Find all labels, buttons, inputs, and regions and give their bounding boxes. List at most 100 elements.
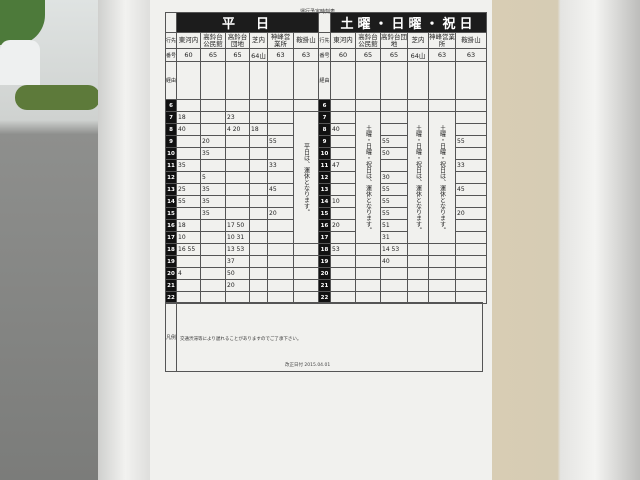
- hour-label: 15: [318, 207, 331, 220]
- hour-label: 12: [318, 171, 331, 184]
- time-cell: [407, 255, 429, 268]
- time-cell: 55: [380, 195, 408, 208]
- time-cell: 50: [225, 267, 250, 280]
- time-cell: 10: [176, 231, 201, 244]
- via-stops: [407, 61, 429, 100]
- corner-cell: [318, 12, 331, 33]
- time-cell: [407, 267, 429, 280]
- time-cell: [454, 219, 488, 232]
- time-cell: 33: [267, 159, 294, 172]
- hour-row: 14 10 55: [318, 195, 488, 208]
- time-cell: 23: [225, 111, 250, 124]
- hour-label: 7: [318, 111, 331, 124]
- route-name: 鞍掛山: [454, 32, 488, 49]
- route-number: 63: [292, 48, 320, 62]
- via-stops: [267, 61, 294, 100]
- via-stops: [454, 61, 488, 100]
- time-cell: 53: [330, 243, 356, 256]
- time-cell: [200, 99, 226, 112]
- time-cell: 37: [225, 255, 250, 268]
- time-cell: [330, 231, 356, 244]
- time-cell: [330, 171, 356, 184]
- time-cell: [249, 243, 268, 256]
- time-cell: [380, 279, 408, 292]
- time-cell: [176, 171, 201, 184]
- hour-label: 21: [165, 279, 177, 292]
- time-cell: [267, 195, 294, 208]
- hour-row: 7 土曜・日曜・祝日は、運休となります。 土曜・日曜・祝日は、運休となります。 土曜・…: [318, 111, 488, 244]
- time-cell: [380, 111, 408, 124]
- corner-cell: [165, 12, 177, 33]
- time-cell: 20: [225, 279, 250, 292]
- via-stops: [225, 61, 250, 100]
- hour-row: 18 16 55 13 53: [165, 243, 320, 256]
- time-cell: [200, 111, 226, 124]
- time-cell: [200, 243, 226, 256]
- time-cell: 20: [200, 135, 226, 148]
- destination-label: 行先: [318, 32, 331, 49]
- hour-row: 12 5: [165, 171, 319, 184]
- via-stops: [428, 61, 456, 100]
- route-number: 65: [225, 48, 250, 62]
- time-cell: 20: [330, 219, 356, 232]
- time-cell: 55: [380, 207, 408, 220]
- time-cell: [454, 267, 488, 280]
- time-cell: [454, 255, 488, 268]
- time-cell: [176, 207, 201, 220]
- time-cell: [454, 123, 488, 136]
- hour-row: 6: [318, 99, 488, 112]
- time-cell: [200, 159, 226, 172]
- hour-row: 19 40: [318, 255, 488, 268]
- hour-row: 20 4 50: [165, 267, 320, 280]
- time-cell: 13 53: [225, 243, 250, 256]
- hour-row: 9 20 55: [165, 135, 319, 148]
- time-cell: [454, 171, 488, 184]
- hour-label: 17: [165, 231, 177, 244]
- hour-label: 14: [165, 195, 177, 208]
- hour-row: 10 35: [165, 147, 319, 160]
- time-cell: [176, 255, 201, 268]
- time-cell: [249, 195, 268, 208]
- hour-row: 8 40: [318, 123, 488, 136]
- time-cell: 40: [176, 123, 201, 136]
- hour-row: 9 55 55: [318, 135, 488, 148]
- time-cell: [249, 111, 268, 124]
- time-cell: 35: [200, 147, 226, 160]
- time-cell: [330, 111, 356, 124]
- number-label: 番号: [318, 48, 331, 62]
- via-stops: [380, 61, 408, 100]
- suspended-notice: 土曜・日曜・祝日は、運休となります。: [407, 111, 429, 244]
- hour-label: 13: [318, 183, 331, 196]
- route-number: 64山: [407, 48, 429, 62]
- hour-label: 16: [318, 219, 331, 232]
- hour-label: 9: [318, 135, 331, 148]
- sign-frame-right: [490, 0, 640, 480]
- time-cell: 20: [267, 207, 294, 220]
- time-cell: [249, 207, 268, 220]
- hour-row: 13 55 45: [318, 183, 488, 196]
- time-cell: 35: [176, 159, 201, 172]
- hour-label: 19: [165, 255, 177, 268]
- time-cell: [249, 171, 268, 184]
- suspended-notice: 土曜・日曜・祝日は、運休となります。: [355, 111, 381, 244]
- time-cell: [267, 231, 294, 244]
- route-number: 65: [380, 48, 408, 62]
- time-cell: [225, 171, 250, 184]
- destination-label: 行先: [165, 32, 177, 49]
- hour-row: 12 30: [318, 171, 488, 184]
- flower-bed: [15, 85, 100, 110]
- time-cell: [330, 255, 356, 268]
- time-cell: [330, 267, 356, 280]
- time-cell: [454, 99, 488, 112]
- time-cell: [292, 267, 320, 280]
- hour-label: 19: [318, 255, 331, 268]
- time-cell: [267, 255, 294, 268]
- time-cell: 18: [249, 123, 268, 136]
- revision-footer: 改正日付 2015.04.01: [285, 363, 331, 368]
- weekday-timetable: 平 日行先 東河内 高鈴台公民館 高鈴台団地 芝内 神峰営業所 鞍掛山 番号 60 65 65 64山…: [165, 12, 320, 304]
- time-cell: 30: [380, 171, 408, 184]
- route-number: 65: [200, 48, 226, 62]
- via-label: 経由: [318, 61, 331, 100]
- time-cell: 10: [330, 195, 356, 208]
- time-cell: 4: [176, 267, 201, 280]
